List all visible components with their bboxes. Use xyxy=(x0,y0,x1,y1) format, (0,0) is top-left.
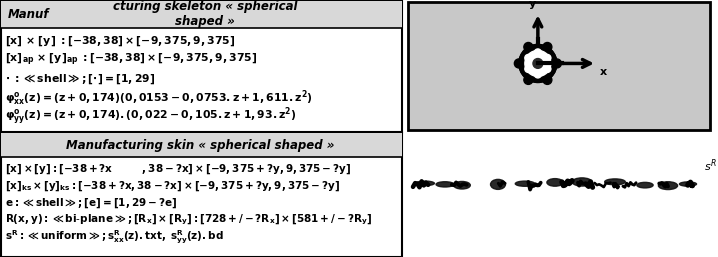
Circle shape xyxy=(552,59,561,68)
Text: $\mathbf{\varphi^o_{yy}(z)= (z + 0,174).(0,022 - 0,105.z + 1,93.z^2 )}$: $\mathbf{\varphi^o_{yy}(z)= (z + 0,174).… xyxy=(5,106,297,128)
Ellipse shape xyxy=(605,179,625,185)
Circle shape xyxy=(525,54,532,61)
Bar xyxy=(1,133,402,257)
Circle shape xyxy=(534,49,541,56)
Ellipse shape xyxy=(658,182,678,190)
Text: x: x xyxy=(600,67,607,77)
Circle shape xyxy=(524,42,533,51)
Circle shape xyxy=(543,75,552,84)
Text: $\mathbf{[x]_{ks} \times [y]_{ks} : [ - 38 + ?x , 38 - ?x ] \times [ -9,375 + ?y: $\mathbf{[x]_{ks} \times [y]_{ks} : [ - … xyxy=(5,179,340,193)
Text: cturing skeleton « spherical
shaped »: cturing skeleton « spherical shaped » xyxy=(113,0,297,28)
Circle shape xyxy=(524,75,533,84)
Bar xyxy=(1,1,402,28)
Text: $\mathbf{[x] \times [y] : [ - 38 + ?x \quad\quad\quad , 38 - ?x ] \times [ -9,37: $\mathbf{[x] \times [y] : [ - 38 + ?x \q… xyxy=(5,162,351,176)
Ellipse shape xyxy=(547,179,563,186)
Text: $\mathbf{[x]}$ $\mathbf{\times}$ $\mathbf{[y]}$ $\mathbf{: [ - 38 , 38 ] \times : $\mathbf{[x]}$ $\mathbf{\times}$ $\mathb… xyxy=(5,34,236,48)
Bar xyxy=(1,133,402,157)
Text: $s^R$ (z): $s^R$ (z) xyxy=(704,158,718,176)
Text: $\mathbf{\varphi^o_{xx}(z)= (z + 0,174)(0,0153 - 0,0753.z + 1,611.z^2 )}$: $\mathbf{\varphi^o_{xx}(z)= (z + 0,174)(… xyxy=(5,88,313,108)
Bar xyxy=(408,2,710,130)
Text: $\mathbf{e : \ll shell \gg ; [e] = [1,29 - ?e]}$: $\mathbf{e : \ll shell \gg ; [e] = [1,29… xyxy=(5,196,177,210)
Text: $\mathbf{\bullet}$ $\mathbf{: \ll shell \gg ; [\bullet] = [1,29]}$: $\mathbf{\bullet}$ $\mathbf{: \ll shell … xyxy=(5,72,155,86)
Text: Manufacturing skin « spherical shaped »: Manufacturing skin « spherical shaped » xyxy=(66,139,334,151)
Text: Manuf: Manuf xyxy=(8,7,50,21)
Circle shape xyxy=(533,59,543,68)
Circle shape xyxy=(525,66,532,72)
Ellipse shape xyxy=(516,181,535,186)
Circle shape xyxy=(525,50,551,76)
Text: $\mathbf{[x]_{ap}}$ $\mathbf{\times}$ $\mathbf{[y]_{ap}}$ $\mathbf{: [ - 38 , 38: $\mathbf{[x]_{ap}}$ $\mathbf{\times}$ $\… xyxy=(5,52,257,68)
Circle shape xyxy=(519,44,557,82)
Bar xyxy=(1,1,402,132)
Ellipse shape xyxy=(436,182,454,187)
Ellipse shape xyxy=(679,182,696,186)
Ellipse shape xyxy=(572,178,592,186)
Ellipse shape xyxy=(490,179,505,189)
Circle shape xyxy=(534,71,541,78)
Text: $\mathbf{s^R : \ll uniform \gg ; s^R_{xx} (z) .txt , \; s^R_{yy} (z) .bd}$: $\mathbf{s^R : \ll uniform \gg ; s^R_{xx… xyxy=(5,228,223,246)
Circle shape xyxy=(544,54,551,61)
Circle shape xyxy=(519,44,557,82)
Text: $\mathbf{R (x, y) : \ll bi\text{-}plane \gg ; [R_x] \times [R_y] : [728 +/- ? R_: $\mathbf{R (x, y) : \ll bi\text{-}plane … xyxy=(5,213,372,227)
Text: y: y xyxy=(529,0,536,10)
Ellipse shape xyxy=(416,181,434,186)
Circle shape xyxy=(514,59,523,68)
Ellipse shape xyxy=(454,181,470,189)
Circle shape xyxy=(544,66,551,72)
Ellipse shape xyxy=(637,182,653,188)
Circle shape xyxy=(543,42,552,51)
